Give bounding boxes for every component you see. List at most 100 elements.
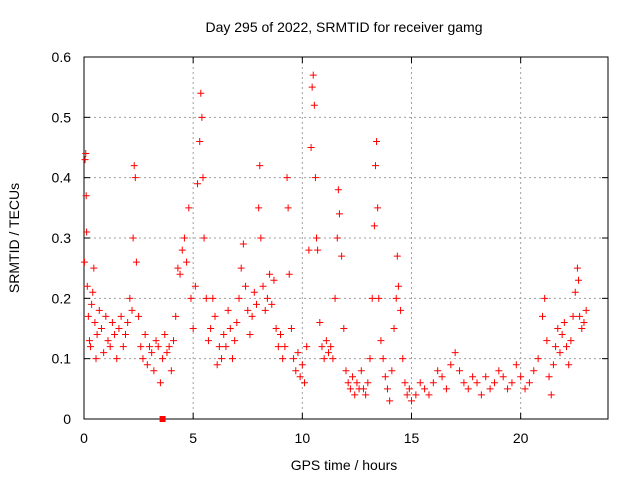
- data-point: [512, 361, 520, 369]
- data-point: [357, 367, 365, 375]
- data-point: [84, 312, 92, 320]
- data-point: [97, 325, 105, 332]
- y-tick-label: 0.3: [52, 230, 72, 246]
- data-point: [575, 276, 583, 284]
- data-point: [284, 204, 292, 212]
- axes: [83, 56, 609, 420]
- data-point: [421, 385, 429, 393]
- data-point: [231, 337, 239, 345]
- data-point: [266, 270, 274, 278]
- data-points: [80, 71, 590, 405]
- data-point: [397, 306, 405, 314]
- data-point: [399, 355, 407, 363]
- data-point: [307, 144, 315, 151]
- data-point: [578, 325, 586, 332]
- data-point: [163, 349, 171, 357]
- data-point: [124, 318, 132, 326]
- data-point: [106, 343, 114, 351]
- x-axis-label: GPS time / hours: [291, 457, 398, 473]
- data-point: [325, 349, 333, 357]
- data-point: [85, 337, 93, 345]
- y-tick-label: 0.5: [52, 109, 72, 125]
- data-point: [81, 156, 89, 164]
- data-point: [366, 355, 374, 363]
- data-point: [119, 343, 127, 351]
- data-point: [464, 385, 472, 393]
- data-point: [340, 325, 348, 332]
- data-point: [176, 270, 184, 278]
- data-point: [80, 258, 88, 266]
- data-point: [281, 343, 289, 351]
- data-point: [405, 385, 413, 393]
- data-point: [333, 234, 341, 242]
- data-point: [580, 318, 588, 326]
- data-point: [403, 391, 411, 399]
- y-tick-label: 0: [63, 411, 71, 427]
- data-point: [92, 355, 100, 363]
- square-marker: [159, 416, 166, 422]
- data-point: [543, 337, 551, 345]
- data-point: [549, 361, 557, 369]
- data-point: [113, 355, 121, 363]
- grid: [84, 57, 608, 419]
- data-point: [222, 343, 230, 351]
- data-point: [209, 294, 217, 302]
- data-point: [172, 312, 180, 320]
- data-point: [246, 331, 254, 339]
- data-point: [104, 337, 112, 345]
- data-point: [287, 325, 295, 332]
- data-point: [573, 264, 581, 272]
- data-point: [495, 367, 503, 375]
- data-point: [301, 379, 309, 387]
- y-tick-label: 0.6: [52, 49, 72, 65]
- data-point: [215, 343, 223, 351]
- data-point: [252, 300, 260, 308]
- data-point: [167, 367, 175, 375]
- data-point: [338, 252, 346, 260]
- data-point: [447, 361, 455, 369]
- data-point: [285, 270, 293, 278]
- data-point: [556, 349, 564, 357]
- data-point: [329, 355, 337, 363]
- annotations: [159, 416, 166, 422]
- data-point: [248, 312, 256, 320]
- data-point: [283, 174, 291, 182]
- y-tick-label: 0.2: [52, 290, 72, 306]
- data-point: [539, 312, 546, 320]
- data-point: [563, 343, 571, 351]
- data-point: [90, 264, 98, 272]
- data-point: [379, 355, 387, 363]
- data-point: [89, 288, 97, 296]
- data-point: [102, 312, 110, 320]
- data-point: [235, 294, 243, 302]
- data-point: [560, 318, 568, 326]
- data-point: [477, 391, 485, 399]
- data-point: [146, 343, 153, 351]
- data-point: [390, 325, 398, 332]
- data-point: [137, 343, 145, 351]
- data-point: [257, 234, 265, 242]
- data-point: [170, 337, 178, 345]
- data-point: [244, 306, 252, 314]
- data-point: [486, 385, 494, 393]
- data-point: [576, 312, 584, 320]
- data-point: [156, 379, 164, 387]
- data-point: [211, 312, 219, 320]
- data-point: [187, 294, 195, 302]
- data-point: [525, 379, 533, 387]
- data-point: [139, 355, 147, 363]
- data-point: [451, 349, 459, 357]
- data-point: [298, 361, 306, 369]
- data-point: [274, 343, 282, 351]
- data-point: [100, 349, 108, 357]
- data-point: [132, 258, 140, 266]
- y-tick-label: 0.4: [52, 170, 72, 186]
- data-point: [202, 294, 210, 302]
- data-point: [362, 391, 370, 399]
- data-point: [353, 379, 361, 387]
- data-point: [303, 343, 311, 351]
- data-point: [552, 343, 560, 351]
- data-point: [364, 379, 372, 387]
